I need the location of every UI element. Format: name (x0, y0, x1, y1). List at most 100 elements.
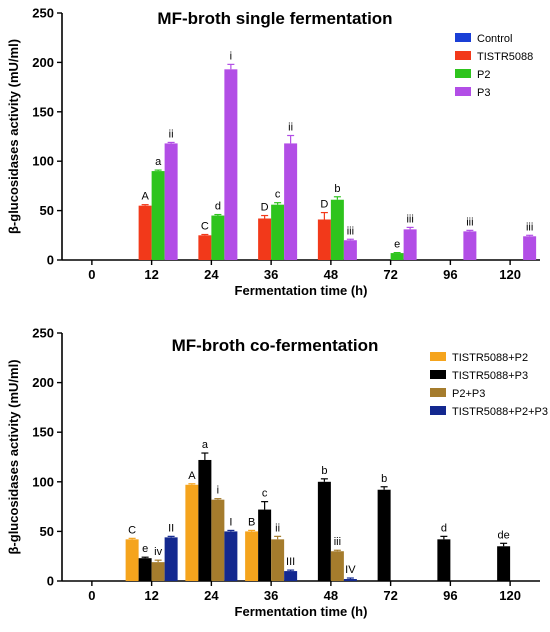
bar (164, 143, 178, 260)
legend-swatch (455, 87, 471, 96)
bar (377, 489, 391, 581)
series-tistr5088-p2: C A B (125, 470, 259, 581)
y-axis-label: β-glucosidases activity (mU/ml) (6, 359, 21, 554)
significance-label: iii (334, 536, 341, 548)
x-tick-label: 120 (499, 588, 521, 603)
legend-swatch (430, 388, 446, 397)
bar (151, 171, 165, 260)
legend-entry: P3 (477, 87, 490, 99)
significance-label: C (201, 221, 209, 233)
legend-swatch (430, 370, 446, 379)
significance-label: d (215, 201, 221, 213)
bar (151, 562, 165, 581)
significance-label: D (261, 202, 269, 214)
significance-label: e (394, 239, 400, 251)
y-tick-label: 250 (32, 6, 54, 21)
bar (284, 571, 298, 581)
bar (245, 531, 259, 581)
bar (185, 484, 199, 581)
x-tick-label: 48 (324, 588, 338, 603)
x-tick-label: 36 (264, 588, 278, 603)
significance-label: ii (169, 128, 174, 140)
legend-entry: TISTR5088+P2 (452, 352, 528, 364)
bar (138, 558, 152, 581)
bar (497, 546, 511, 581)
significance-label: a (202, 439, 209, 451)
significance-label: D (320, 199, 328, 211)
bar (330, 551, 344, 581)
bar (138, 205, 152, 260)
bar (211, 215, 225, 260)
x-tick-label: 36 (264, 267, 278, 282)
bar (437, 539, 451, 581)
bar (343, 240, 357, 260)
significance-label: ii (288, 122, 293, 134)
legend-entry: P2 (477, 69, 490, 81)
legend-entry: TISTR5088+P2+P3 (452, 406, 548, 418)
chart-title: MF-broth single fermentation (157, 9, 392, 28)
x-tick-label: 72 (383, 267, 397, 282)
significance-label: A (141, 191, 149, 203)
significance-label: B (248, 516, 255, 528)
x-tick-label: 12 (144, 588, 158, 603)
bar (164, 537, 178, 581)
significance-label: d (441, 522, 447, 534)
x-axis-label: Fermentation time (h) (235, 283, 368, 298)
x-tick-label: 24 (204, 588, 219, 603)
chart-title: MF-broth co-fermentation (172, 336, 379, 355)
series-p2: a d c b e (151, 156, 404, 260)
x-tick-label: 120 (499, 267, 521, 282)
significance-label: a (155, 156, 162, 168)
series-tistr5088-p3: e a c b b d de (138, 439, 511, 581)
y-tick-label: 200 (32, 55, 54, 70)
y-tick-label: 100 (32, 154, 54, 169)
y-tick-label: 150 (32, 425, 54, 440)
significance-label: b (381, 473, 387, 485)
significance-label: IV (345, 564, 356, 576)
x-tick-label: 96 (443, 588, 457, 603)
bar (390, 253, 404, 260)
series-tistr5088: A C D D (138, 191, 331, 260)
x-tick-label: 0 (88, 588, 95, 603)
bar (317, 481, 331, 581)
y-tick-label: 250 (32, 326, 54, 341)
bar (125, 539, 139, 581)
significance-label: i (217, 485, 219, 497)
y-tick-label: 150 (32, 104, 54, 119)
significance-label: iv (154, 546, 162, 558)
bar (224, 531, 238, 581)
bar (258, 509, 272, 581)
y-tick-label: 200 (32, 375, 54, 390)
legend-entry: TISTR5088+P3 (452, 370, 528, 382)
legend-swatch (430, 352, 446, 361)
significance-label: ii (275, 522, 280, 534)
bar (284, 143, 298, 260)
significance-label: c (275, 189, 281, 201)
significance-label: de (498, 529, 510, 541)
bar (198, 459, 212, 581)
bar (343, 579, 357, 581)
significance-label: II (168, 522, 174, 534)
y-tick-label: 50 (40, 524, 54, 539)
x-tick-label: 12 (144, 267, 158, 282)
y-tick-label: 100 (32, 474, 54, 489)
significance-label: iii (347, 225, 354, 237)
bar (271, 539, 285, 581)
significance-label: b (321, 465, 327, 477)
single-fermentation-panel: MF-broth single fermentation β-glucosidas… (6, 6, 540, 298)
significance-label: iii (526, 221, 533, 233)
y-axis-label: β-glucosidases activity (mU/ml) (6, 39, 21, 234)
y-tick-label: 0 (47, 253, 54, 268)
significance-label: e (142, 543, 148, 555)
significance-label: I (229, 516, 232, 528)
significance-label: c (262, 488, 268, 500)
significance-label: iii (406, 213, 413, 225)
bar (198, 235, 212, 260)
legend-swatch (455, 33, 471, 42)
bar (211, 499, 225, 581)
significance-label: A (188, 470, 196, 482)
